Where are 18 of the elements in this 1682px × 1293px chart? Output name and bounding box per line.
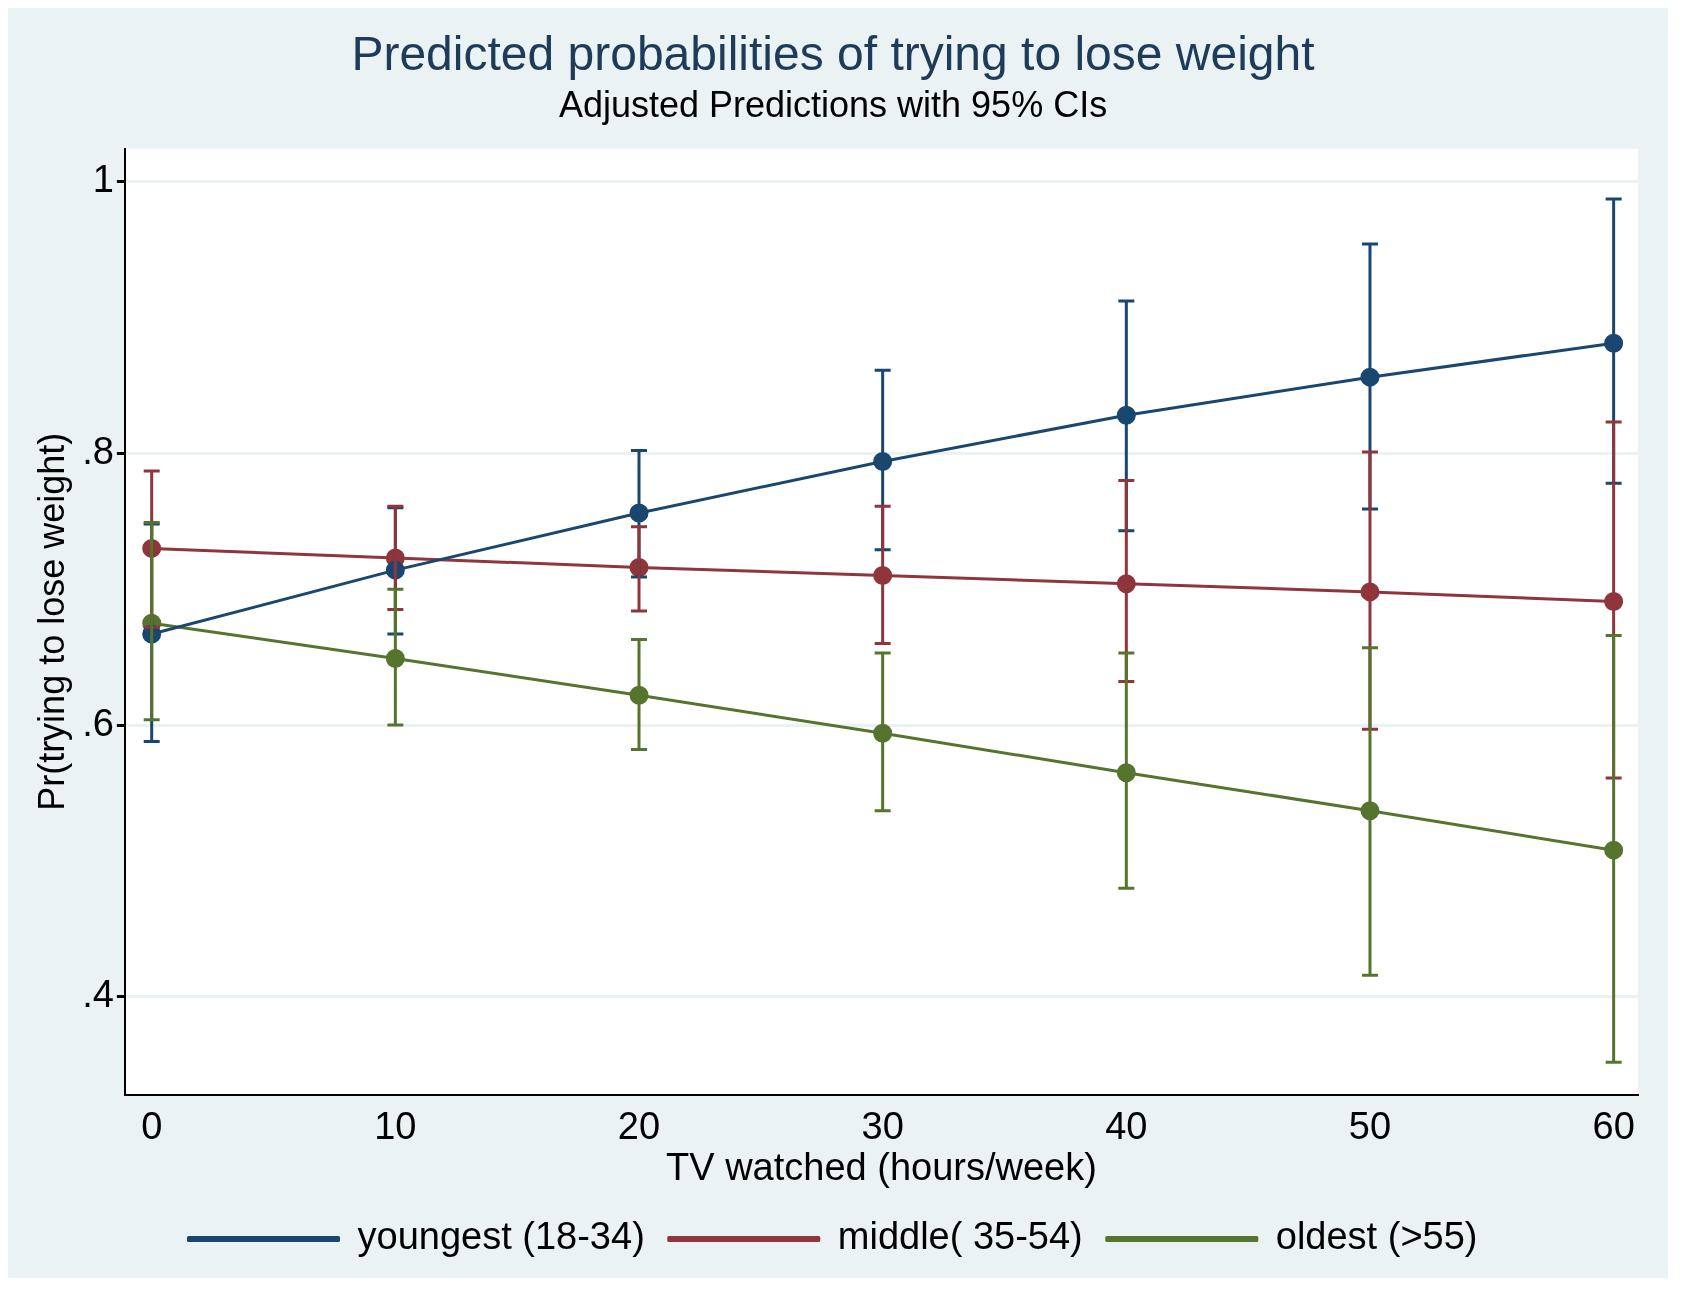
y-tick-label: .6: [82, 701, 114, 744]
legend-label: middle( 35-54): [837, 1215, 1083, 1258]
x-tick-label: 40: [1105, 1105, 1148, 1148]
chart-title: Predicted probabilities of trying to lose weight: [351, 27, 1315, 81]
chart-subtitle: Adjusted Predictions with 95% CIs: [558, 84, 1108, 126]
x-tick-label: 20: [617, 1105, 661, 1148]
x-tick-label: 60: [1592, 1105, 1635, 1148]
legend-label: youngest (18-34): [357, 1215, 645, 1258]
legend-label: oldest (>55): [1275, 1215, 1478, 1258]
x-tick-label: 30: [861, 1105, 904, 1148]
x-axis-title: TV watched (hours/week): [666, 1145, 1097, 1188]
y-tick-label: .8: [82, 429, 114, 472]
y-tick-label: .4: [82, 973, 114, 1016]
x-tick-label: 50: [1348, 1105, 1392, 1148]
y-axis-title: Pr(trying to lose weight): [30, 432, 72, 811]
x-tick-label: 0: [141, 1105, 163, 1148]
y-tick-label: 1: [92, 157, 114, 200]
x-tick-label: 10: [374, 1105, 417, 1148]
